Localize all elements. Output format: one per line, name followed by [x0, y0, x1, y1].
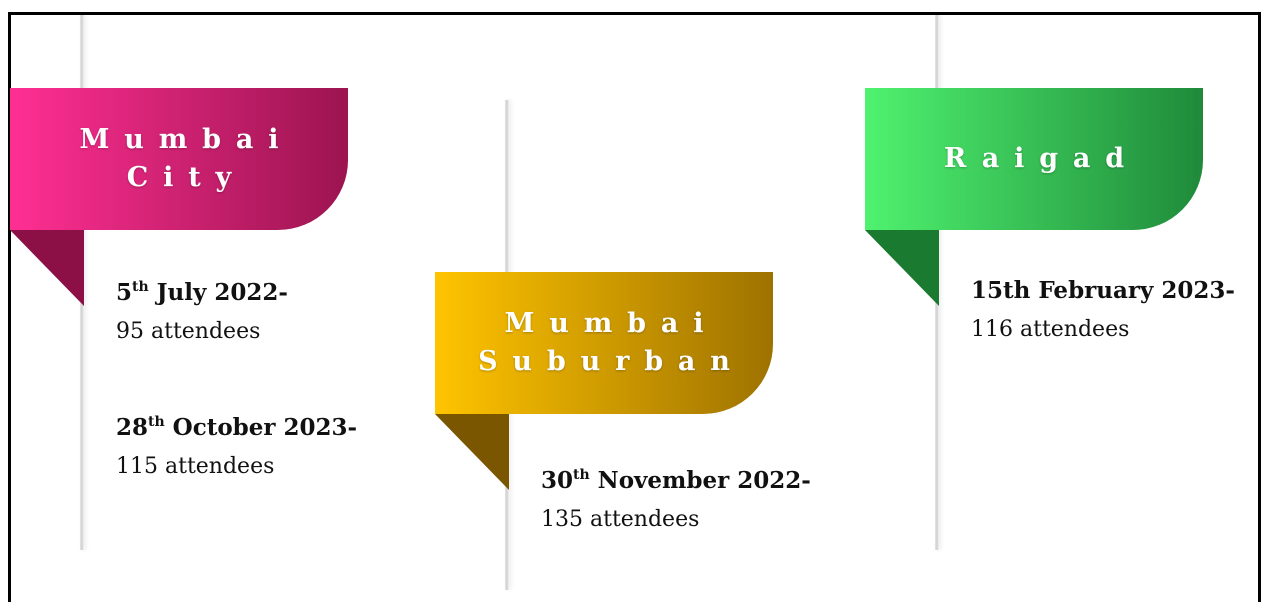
date-rest: July 2022- [148, 279, 288, 306]
date-rest: October 2023- [164, 414, 358, 441]
ribbon-title: Mumbai [79, 124, 294, 155]
date-suffix: th [148, 414, 165, 430]
event-attendees: 115 attendees [116, 454, 275, 479]
ribbon-title: City [126, 162, 247, 193]
event: 5th July 2022- 95 attendees [116, 278, 288, 348]
ribbon: Mumbai Suburban [435, 272, 773, 414]
fold-triangle [10, 230, 84, 306]
date-day: 5 [116, 279, 133, 306]
ribbon-title: Raigad [943, 143, 1139, 174]
fold-triangle [865, 230, 939, 306]
ribbon: Mumbai City [10, 88, 348, 230]
ribbon-title: Mumbai [504, 308, 719, 339]
event-attendees: 95 attendees [116, 319, 261, 344]
ribbon: Raigad [865, 88, 1203, 230]
ribbon-title: Suburban [478, 346, 745, 377]
ribbon-fold [435, 414, 509, 490]
date-rest: November 2022- [589, 467, 811, 494]
ribbon-fold [865, 230, 939, 306]
date-suffix: th [573, 467, 590, 483]
date-day: 28 [116, 414, 149, 441]
event-date: 28th October 2023- [116, 413, 357, 443]
event: 15th February 2023- 116 attendees [971, 276, 1235, 346]
event: 28th October 2023- 115 attendees [116, 413, 357, 483]
event-date: 30th November 2022- [541, 466, 811, 496]
date-day: 30 [541, 467, 574, 494]
event-date: 5th July 2022- [116, 278, 288, 308]
event-attendees: 135 attendees [541, 507, 700, 532]
fold-triangle [435, 414, 509, 490]
event-attendees: 116 attendees [971, 317, 1130, 342]
ribbon-fold [10, 230, 84, 306]
event: 30th November 2022- 135 attendees [541, 466, 811, 536]
event-date: 15th February 2023- [971, 277, 1235, 304]
frame [8, 12, 1261, 602]
date-suffix: th [132, 279, 149, 295]
